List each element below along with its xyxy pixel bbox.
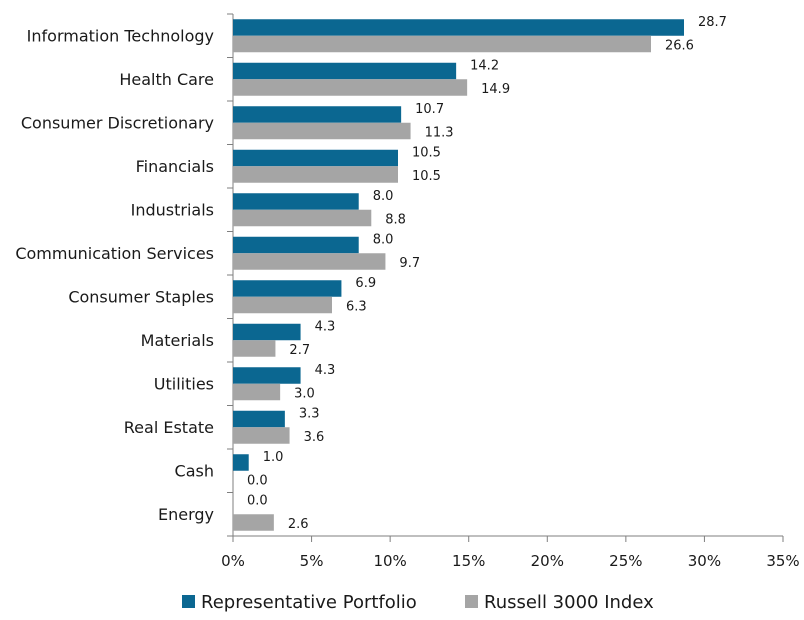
index-value-label: 11.3 xyxy=(425,126,454,141)
legend-swatch-portfolio xyxy=(182,595,195,608)
index-value-label: 3.0 xyxy=(294,387,315,402)
index-value-label: 2.7 xyxy=(289,343,310,358)
x-tick-label: 10% xyxy=(373,552,406,570)
category-label: Consumer Discretionary xyxy=(21,113,214,132)
index-value-label: 0.0 xyxy=(247,474,268,489)
legend-swatch-index xyxy=(465,595,478,608)
x-tick-label: 25% xyxy=(609,552,642,570)
category-label: Materials xyxy=(141,331,214,350)
index-bar xyxy=(233,514,274,531)
x-tick-label: 30% xyxy=(688,552,721,570)
category-label: Financials xyxy=(136,157,214,176)
x-tick-label: 15% xyxy=(452,552,485,570)
index-bar xyxy=(233,427,290,444)
index-value-label: 3.6 xyxy=(304,430,325,445)
category-label: Communication Services xyxy=(15,244,214,263)
index-bar xyxy=(233,35,651,53)
category-label: Utilities xyxy=(154,374,214,393)
index-value-label: 6.3 xyxy=(346,300,367,315)
category-label: Health Care xyxy=(119,70,214,89)
x-tick-label: 20% xyxy=(531,552,564,570)
index-bar xyxy=(233,340,276,357)
portfolio-value-label: 14.2 xyxy=(470,59,499,74)
index-value-label: 2.6 xyxy=(288,517,309,532)
portfolio-value-label: 28.7 xyxy=(698,15,727,30)
category-label: Real Estate xyxy=(124,418,214,437)
portfolio-bar xyxy=(233,106,402,123)
index-bar xyxy=(233,383,281,401)
portfolio-value-label: 4.3 xyxy=(315,320,336,335)
index-value-label: 10.5 xyxy=(412,169,441,184)
portfolio-bar xyxy=(233,19,684,36)
index-bar xyxy=(233,166,398,183)
index-value-label: 26.6 xyxy=(665,39,694,54)
x-tick-label: 0% xyxy=(221,552,245,570)
portfolio-bar xyxy=(233,62,457,80)
index-bar xyxy=(233,296,332,314)
portfolio-bar xyxy=(233,367,301,384)
index-value-label: 8.8 xyxy=(385,213,406,228)
index-bar xyxy=(233,79,468,96)
portfolio-value-label: 8.0 xyxy=(373,233,394,248)
portfolio-value-label: 8.0 xyxy=(373,189,394,204)
legend-label-index: Russell 3000 Index xyxy=(484,592,654,613)
portfolio-bar xyxy=(233,149,398,167)
index-bar xyxy=(233,209,372,227)
portfolio-value-label: 0.0 xyxy=(247,494,268,509)
index-value-label: 9.7 xyxy=(399,256,420,271)
portfolio-bar xyxy=(233,323,301,341)
x-tick-label: 5% xyxy=(300,552,324,570)
portfolio-value-label: 10.7 xyxy=(415,102,444,117)
index-value-label: 14.9 xyxy=(481,82,510,97)
x-tick-label: 35% xyxy=(766,552,799,570)
portfolio-bar xyxy=(233,280,342,297)
portfolio-bar xyxy=(233,193,359,210)
portfolio-bar xyxy=(233,454,249,471)
index-bar xyxy=(233,253,386,270)
index-bar xyxy=(233,122,411,140)
legend-label-portfolio: Representative Portfolio xyxy=(201,592,417,613)
category-label: Energy xyxy=(158,505,214,524)
category-label: Cash xyxy=(175,461,214,480)
category-label: Information Technology xyxy=(27,26,214,45)
portfolio-value-label: 10.5 xyxy=(412,146,441,161)
portfolio-value-label: 6.9 xyxy=(355,276,376,291)
category-label: Consumer Staples xyxy=(68,287,214,306)
portfolio-value-label: 3.3 xyxy=(299,407,320,422)
portfolio-bar xyxy=(233,410,285,428)
portfolio-value-label: 4.3 xyxy=(315,363,336,378)
portfolio-bar xyxy=(233,236,359,254)
portfolio-value-label: 1.0 xyxy=(263,450,284,465)
category-label: Industrials xyxy=(131,200,214,219)
